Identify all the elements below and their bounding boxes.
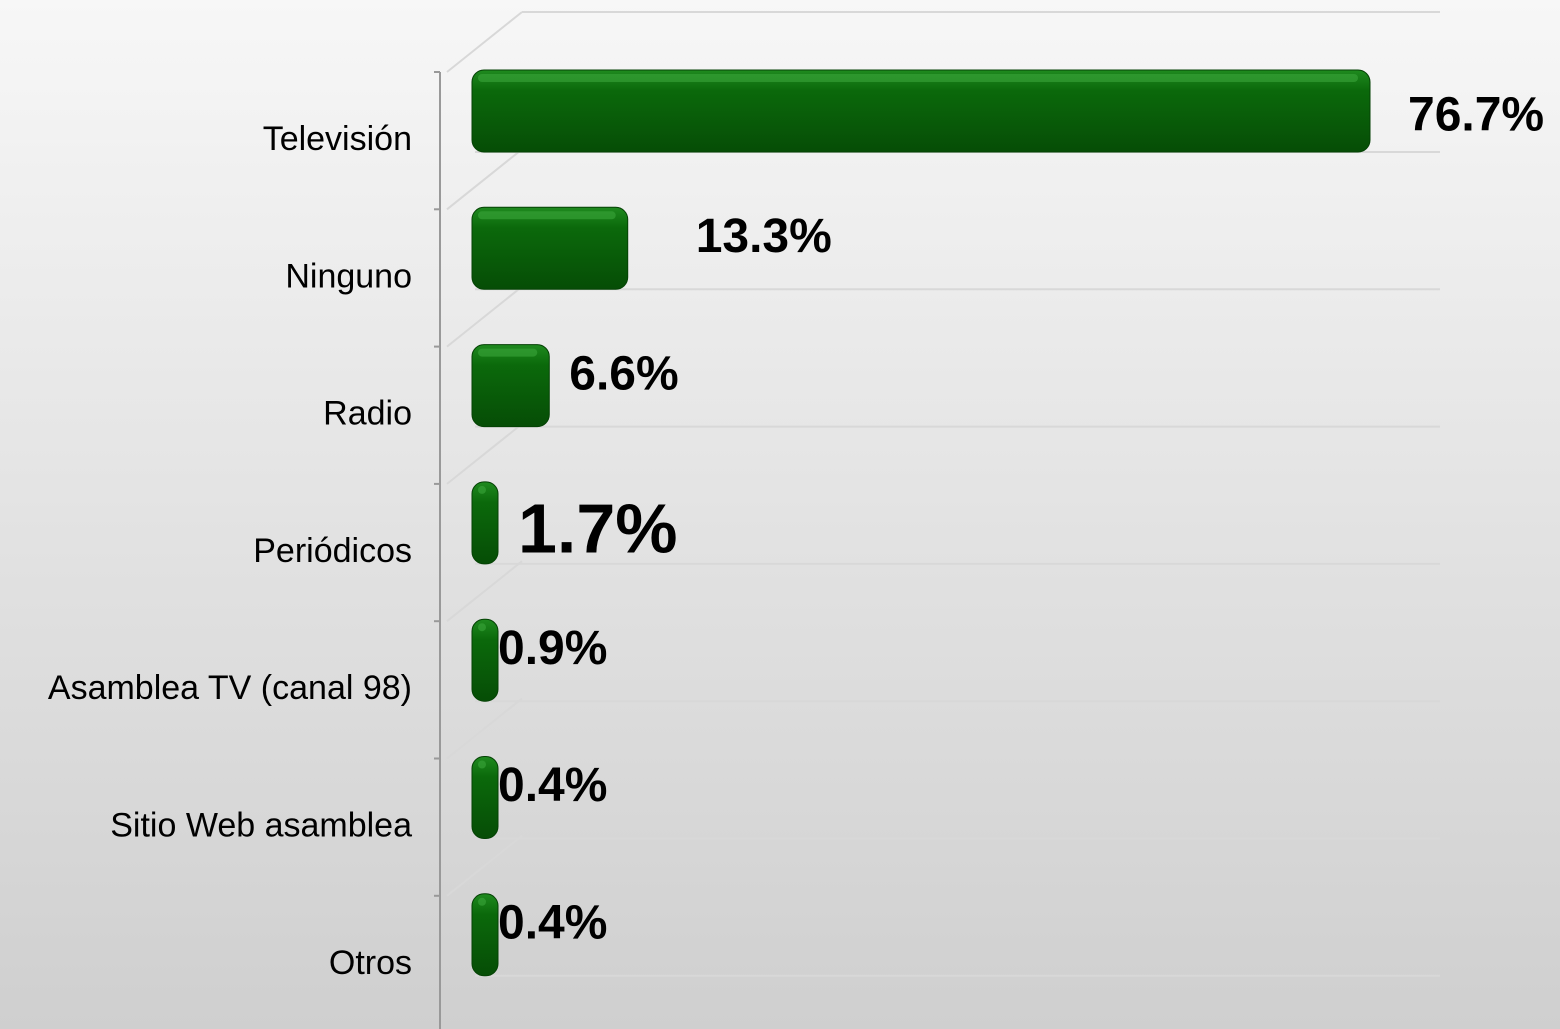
category-label: Ninguno: [285, 257, 412, 295]
grid-diagonal: [446, 11, 523, 73]
bar: [471, 69, 1371, 153]
bar-highlight: [478, 74, 1358, 82]
grid-diagonal: [446, 560, 523, 622]
category-label: Radio: [323, 395, 412, 433]
bar-highlight: [478, 623, 486, 632]
value-label: 1.7%: [518, 489, 678, 567]
value-label: 76.7%: [1408, 89, 1544, 142]
category-label: Asamblea TV (canal 98): [48, 669, 412, 707]
grid-diagonal: [446, 835, 523, 897]
grid-diagonal: [446, 285, 523, 348]
bar: [471, 893, 499, 977]
value-label: 0.4%: [498, 896, 607, 949]
category-label: Periódicos: [253, 532, 412, 570]
bar-highlight: [478, 348, 538, 357]
bar: [471, 481, 499, 565]
bar-highlight: [478, 211, 616, 220]
value-label: 6.6%: [569, 347, 678, 400]
bar: [471, 756, 499, 839]
bar-highlight: [478, 485, 486, 494]
value-label: 0.9%: [498, 622, 607, 675]
bar: [471, 206, 629, 290]
value-label: 13.3%: [696, 210, 832, 263]
bar-highlight: [478, 897, 486, 906]
category-label: Sitio Web asamblea: [110, 806, 412, 844]
bar: [471, 618, 499, 702]
grid-diagonal: [446, 697, 523, 760]
bar-highlight: [478, 760, 486, 769]
grid-diagonal: [446, 423, 523, 485]
bar: [471, 344, 550, 428]
value-label: 0.4%: [498, 759, 607, 812]
category-label: Otros: [329, 944, 412, 982]
grid-diagonal: [446, 148, 523, 211]
category-label: Televisión: [263, 120, 412, 158]
